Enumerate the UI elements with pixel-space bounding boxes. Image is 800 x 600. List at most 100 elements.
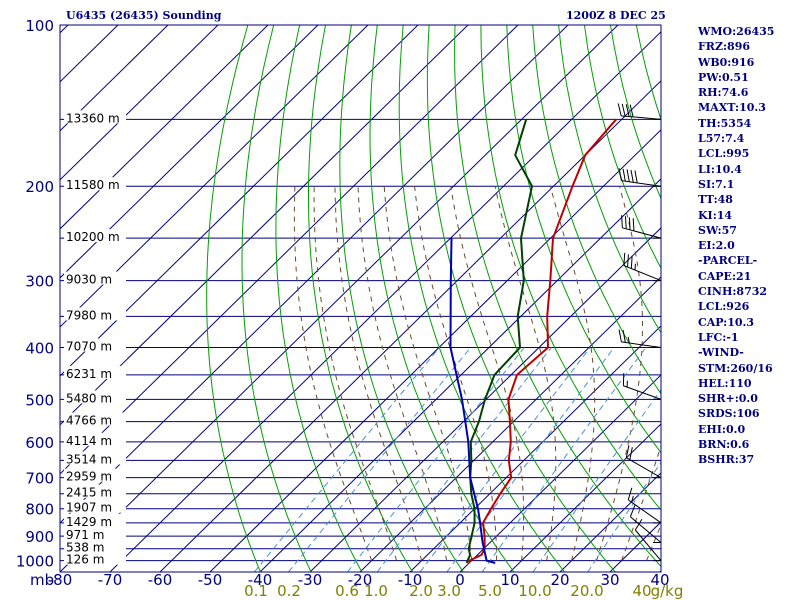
pressure-tick-label: 800 <box>25 501 54 519</box>
dry-adiabat-line <box>369 25 515 572</box>
dry-adiabat-line <box>426 25 616 572</box>
height-label-bg <box>64 527 126 541</box>
wind-barb-staff <box>621 115 662 120</box>
sounding-time: 1200Z 8 DEC 25 <box>566 9 666 22</box>
mixing-ratio-label: 0.2 <box>277 582 301 600</box>
pressure-tick-label: 200 <box>25 178 54 196</box>
wind-barb <box>634 518 662 562</box>
isotherm-line <box>259 178 661 572</box>
wind-barb-flag <box>630 255 633 269</box>
wind-barb-flag <box>617 103 622 116</box>
pressure-tick-label: 900 <box>25 528 54 546</box>
mixing-ratio-line <box>587 461 661 572</box>
pressure-tick-label: 600 <box>25 434 54 452</box>
mixing-ratio-line <box>288 347 471 572</box>
wind-barb-flag <box>618 168 622 181</box>
wind-barb <box>623 252 662 282</box>
indices-panel: WMO:26435 FRZ:896 WB0:916 PW:0.51 RH:74.6 MAX… <box>698 24 774 468</box>
wind-barb-flag <box>629 504 636 517</box>
wind-barb-flag <box>625 104 630 117</box>
wind-barb-flag <box>632 218 635 231</box>
pressure-tick-label: 500 <box>25 391 54 409</box>
index-item: L57:7.4 <box>698 132 745 146</box>
mixing-ratio-line <box>481 347 647 572</box>
parcel-trace <box>449 238 496 564</box>
mixing-ratio-label: 0.6 <box>335 582 359 600</box>
height-label-bg <box>64 499 126 513</box>
temperature-tick-label: -80 <box>48 571 73 589</box>
index-item: SW:57 <box>698 223 737 237</box>
index-item: WMO:26435 <box>698 25 775 38</box>
mixing-ratio-label: 40 <box>632 582 651 600</box>
station-title: U6435 (26435) Sounding <box>66 9 222 22</box>
moist-adiabat-line <box>450 186 525 561</box>
moist-adiabat-line <box>494 186 557 561</box>
temperature-tick-label: -20 <box>348 571 373 589</box>
dry-adiabat-line <box>206 25 261 572</box>
isotherm-line <box>409 325 661 572</box>
wind-barb <box>622 373 662 400</box>
dry-adiabat-line <box>558 25 661 334</box>
wind-barb-staff <box>623 385 662 400</box>
mixing-ratio-label: 3.0 <box>437 582 461 600</box>
wind-barb-flag <box>629 447 633 460</box>
height-label: 538 m <box>66 541 104 555</box>
isotherm-line <box>60 25 519 475</box>
height-label-bg <box>64 365 126 379</box>
wind-barb-flag <box>628 217 631 230</box>
wind-barb <box>627 487 662 524</box>
wind-barb-flag <box>618 329 622 343</box>
height-label-bg <box>64 307 126 321</box>
isotherm-line <box>60 25 619 572</box>
wind-barb-flag <box>634 518 643 531</box>
moist-adiabat-line <box>549 186 596 561</box>
index-item: RH:74.6 <box>698 86 749 100</box>
temperature-tick-label: -10 <box>398 571 423 589</box>
isotherm-line <box>60 25 69 34</box>
mixing-ratio-line <box>446 347 615 572</box>
height-label: 6231 m <box>66 367 112 381</box>
height-label-bg <box>64 484 126 498</box>
temperature-tick-label: -50 <box>198 571 223 589</box>
pressure-axis-unit: mb <box>30 571 54 589</box>
wind-barb-flag <box>630 169 634 183</box>
moist-adiabat-line <box>334 186 423 561</box>
temperature-tick-label: -40 <box>248 571 273 589</box>
index-item: PW:0.51 <box>698 70 749 84</box>
index-item: TH:5354 <box>698 116 752 130</box>
index-item: HEL:110 <box>698 376 752 390</box>
temperature-trace <box>468 118 617 564</box>
index-item: SI:7.1 <box>698 177 735 191</box>
height-label: 1907 m <box>66 501 112 515</box>
height-label-bg <box>64 451 126 465</box>
index-item: CAPE:21 <box>698 269 752 283</box>
wind-barb-staff <box>623 265 662 282</box>
pressure-tick-label: 1000 <box>16 553 54 571</box>
dry-adiabat-line <box>454 25 661 568</box>
isotherm-line <box>459 374 661 572</box>
isotherm-line <box>159 80 661 572</box>
height-label: 11580 m <box>66 178 120 192</box>
dry-adiabat-line <box>792 25 800 572</box>
isotherm-line <box>60 25 419 377</box>
wind-barb <box>618 168 662 187</box>
index-item: SHR+:0.0 <box>698 392 758 406</box>
height-label: 126 m <box>66 553 104 567</box>
wind-barb <box>617 103 662 120</box>
temperature-tick-label: -30 <box>298 571 323 589</box>
wind-barb-staff <box>627 499 662 524</box>
wind-barb-flag <box>621 103 626 117</box>
temperature-tick-label: 30 <box>600 571 619 589</box>
index-item: LI:10.4 <box>698 162 742 176</box>
index-item: STM:260/16 <box>698 361 773 375</box>
index-item: -WIND- <box>698 346 744 360</box>
moist-adiabat-line <box>313 186 398 561</box>
dry-adiabat-line <box>584 25 661 270</box>
isotherm-line <box>60 25 269 230</box>
wind-barb-staff <box>626 457 662 479</box>
wind-barb-flag <box>625 445 630 458</box>
mixing-ratio-line <box>347 347 525 572</box>
height-label-bg <box>64 513 126 527</box>
wind-barb-staff <box>621 180 662 187</box>
